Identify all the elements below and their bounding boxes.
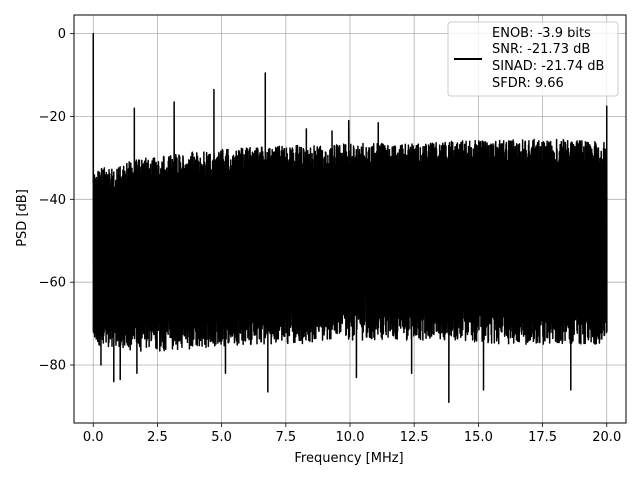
x-tick-label: 12.5 [400,430,429,445]
x-axis-ticks: 0.0 2.5 5.0 7.5 10.0 12.5 15.0 17.5 20.0 [83,423,621,445]
x-tick-label: 10.0 [336,430,365,445]
legend-line-sfdr: SFDR: 9.66 [492,76,564,91]
psd-trace-group [92,32,608,404]
legend: ENOB: -3.9 bits SNR: -21.73 dB SINAD: -2… [447,21,619,97]
x-tick-label: 5.0 [211,430,232,445]
x-axis-label: Frequency [MHz] [294,451,403,466]
psd-trace-line [92,32,608,404]
y-axis-ticks: 0 −20 −40 −60 −80 [39,27,74,374]
legend-box [447,21,619,97]
x-tick-label: 20.0 [592,430,621,445]
legend-line-snr: SNR: -21.73 dB [492,42,590,57]
y-tick-label: −60 [39,276,66,291]
y-tick-label: −80 [39,359,66,374]
y-tick-label: 0 [58,27,66,42]
y-axis-label: PSD [dB] [15,189,30,247]
x-tick-label: 15.0 [464,430,493,445]
x-tick-label: 17.5 [528,430,557,445]
x-tick-label: 7.5 [275,430,296,445]
legend-line-sinad: SINAD: -21.74 dB [492,59,604,74]
x-tick-label: 0.0 [83,430,104,445]
legend-line-enob: ENOB: -3.9 bits [492,26,591,41]
y-tick-label: −40 [39,193,66,208]
y-tick-label: −20 [39,110,66,125]
x-tick-label: 2.5 [147,430,168,445]
